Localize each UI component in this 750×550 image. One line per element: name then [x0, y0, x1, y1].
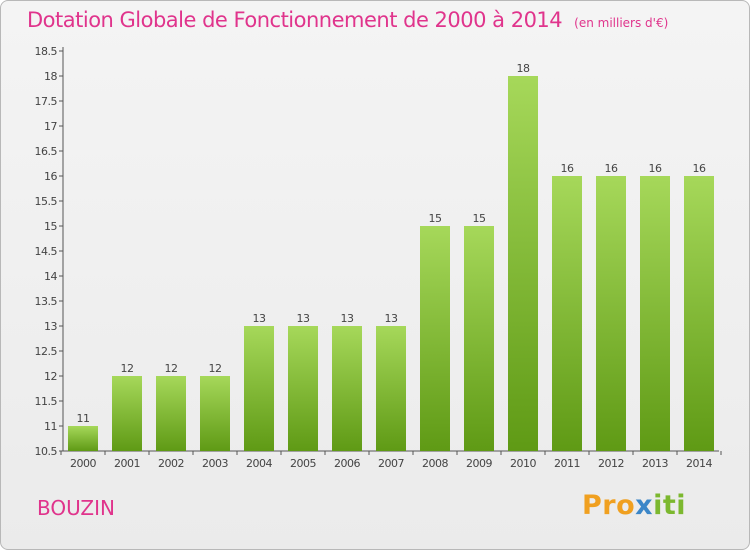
x-tick-label-2001: 2001 [114, 457, 140, 470]
y-tick-label: 16.5 [35, 145, 58, 158]
data-labels: 11 12 12 12 13 13 13 13 15 15 18 16 16 16 16 [77, 62, 707, 425]
bar-2014 [684, 176, 714, 451]
x-tick-label-2003: 2003 [202, 457, 228, 470]
x-tick-label-2009: 2009 [466, 457, 492, 470]
chart-title-text: Dotation Globale de Fonctionnement de 20… [27, 8, 563, 32]
x-tick-label-2005: 2005 [290, 457, 316, 470]
y-tick-label: 17 [44, 120, 57, 133]
bar-2009 [464, 226, 494, 451]
data-label-2000: 11 [77, 412, 90, 425]
y-tick-label: 12 [44, 370, 57, 383]
data-label-2014: 16 [693, 162, 706, 175]
logo-part-3: iti [653, 490, 686, 521]
chart-subtitle: (en milliers d'€) [574, 16, 669, 30]
bar-2010 [508, 76, 538, 451]
x-tick-label-2013: 2013 [642, 457, 668, 470]
y-tick-label: 11 [44, 420, 57, 433]
bar-2005 [288, 326, 318, 451]
data-label-2006: 13 [341, 312, 354, 325]
data-label-2003: 12 [209, 362, 222, 375]
logo-part-1: Pro [582, 490, 636, 521]
data-label-2001: 12 [121, 362, 134, 375]
bar-2001 [112, 376, 142, 451]
y-tick-label: 14 [44, 270, 57, 283]
bar-2007 [376, 326, 406, 451]
y-tick-label: 15 [44, 220, 57, 233]
data-label-2005: 13 [297, 312, 310, 325]
data-label-2013: 16 [649, 162, 662, 175]
y-tick-label: 10.5 [35, 445, 58, 458]
bar-2013 [640, 176, 670, 451]
x-tick-label-2004: 2004 [246, 457, 272, 470]
x-tick-label-2007: 2007 [378, 457, 404, 470]
data-label-2011: 16 [561, 162, 574, 175]
x-tick-label-2011: 2011 [554, 457, 580, 470]
x-tick-label-2014: 2014 [686, 457, 712, 470]
data-label-2009: 15 [473, 212, 486, 225]
commune-name: BOUZIN [37, 496, 115, 520]
y-tick-label: 18 [44, 70, 57, 83]
proxiti-logo: Proxiti [582, 490, 686, 521]
logo-part-2: x [635, 490, 654, 521]
y-tick-label: 17.5 [35, 95, 58, 108]
data-label-2004: 13 [253, 312, 266, 325]
y-tick-label: 15.5 [35, 195, 58, 208]
y-tick-label: 13.5 [35, 295, 58, 308]
x-tick-label-2002: 2002 [158, 457, 184, 470]
chart-title: Dotation Globale de Fonctionnement de 20… [27, 8, 668, 32]
bar-2000 [68, 426, 98, 451]
bar-2012 [596, 176, 626, 451]
y-tick-label: 13 [44, 320, 57, 333]
x-tick-label-2010: 2010 [510, 457, 536, 470]
y-tick-label: 11.5 [35, 395, 58, 408]
bar-2004 [244, 326, 274, 451]
y-tick-label: 14.5 [35, 245, 58, 258]
y-tick-label: 16 [44, 170, 57, 183]
data-label-2007: 13 [385, 312, 398, 325]
bars [68, 76, 714, 451]
y-tick-label: 18.5 [35, 45, 58, 58]
x-axis: 2000 2001 2002 2003 2004 2005 2006 2007 2008 2009… [60, 450, 722, 470]
data-label-2008: 15 [429, 212, 442, 225]
x-tick-label-2006: 2006 [334, 457, 360, 470]
x-tick-label-2000: 2000 [70, 457, 96, 470]
bar-2003 [200, 376, 230, 451]
data-label-2012: 16 [605, 162, 618, 175]
y-tick-label: 12.5 [35, 345, 58, 358]
x-tick-label-2008: 2008 [422, 457, 448, 470]
x-tick-label-2012: 2012 [598, 457, 624, 470]
bar-2011 [552, 176, 582, 451]
y-axis: 10.5 11 11.5 12 12.5 13 13.5 14 14.5 15 15.5 16 16.5… [35, 45, 64, 458]
bar-2006 [332, 326, 362, 451]
bar-2008 [420, 226, 450, 451]
data-label-2002: 12 [165, 362, 178, 375]
bar-2002 [156, 376, 186, 451]
data-label-2010: 18 [517, 62, 530, 75]
